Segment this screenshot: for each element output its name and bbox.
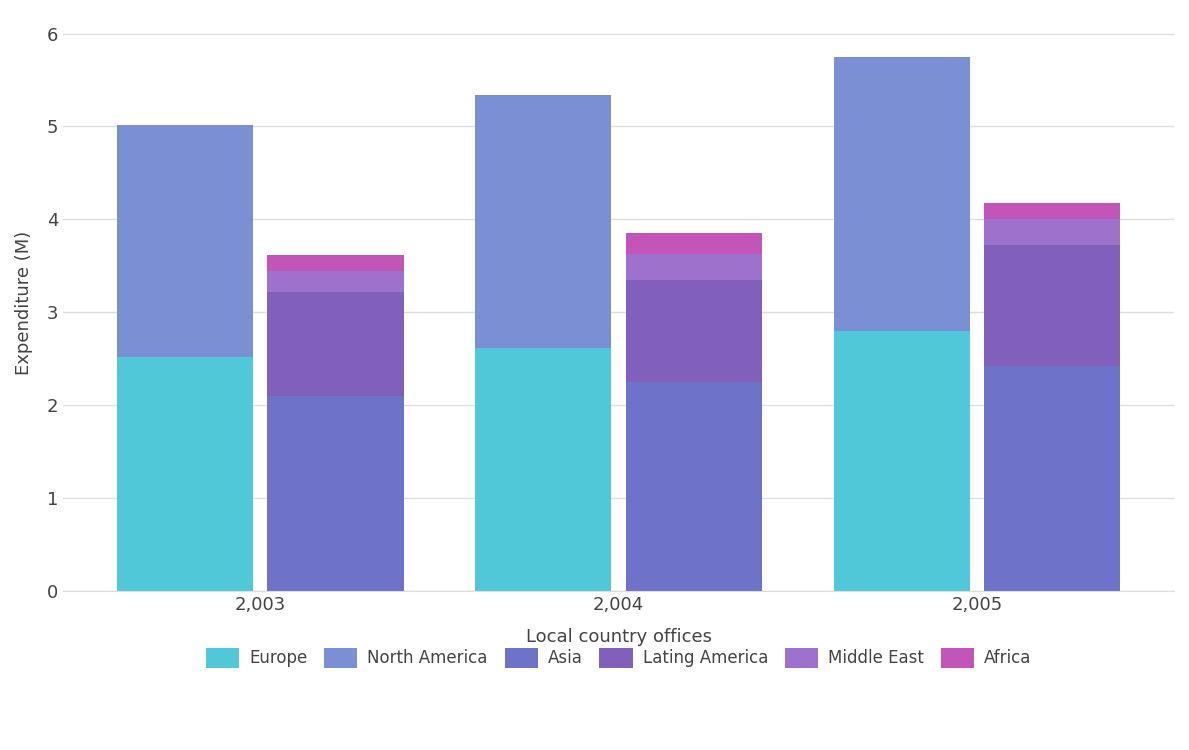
Bar [984, 219, 1120, 245]
Bar [268, 255, 403, 272]
Bar [476, 95, 611, 347]
Bar [984, 366, 1120, 591]
Bar [268, 292, 403, 396]
Bar [625, 254, 762, 280]
Bar [117, 357, 253, 591]
Bar [476, 347, 611, 591]
Bar [833, 57, 970, 331]
Bar [268, 396, 403, 591]
Bar [833, 331, 970, 591]
Bar [268, 272, 403, 292]
X-axis label: Local country offices: Local country offices [526, 628, 712, 646]
Bar [625, 280, 762, 382]
Bar [984, 245, 1120, 366]
Legend: Europe, North America, Asia, Lating America, Middle East, Africa: Europe, North America, Asia, Lating Amer… [200, 641, 1038, 675]
Y-axis label: Expenditure (M): Expenditure (M) [15, 231, 33, 375]
Bar [625, 382, 762, 591]
Bar [984, 202, 1120, 219]
Bar [625, 233, 762, 254]
Bar [117, 124, 253, 357]
